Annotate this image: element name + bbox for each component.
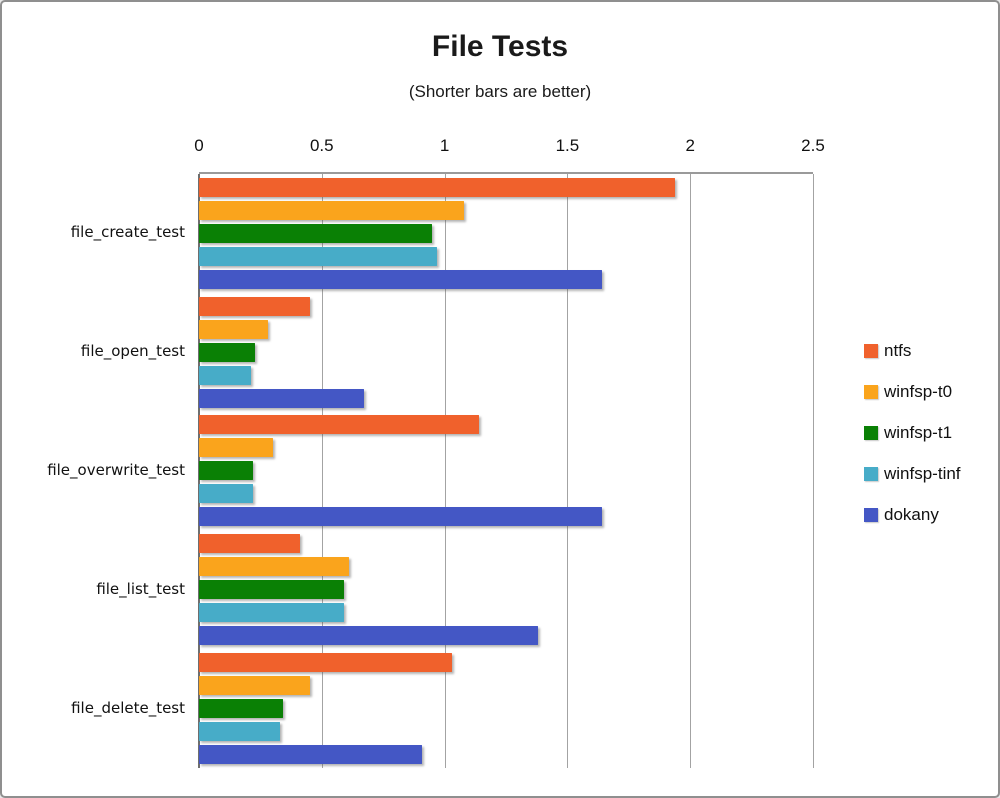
legend-label: winfsp-t0	[884, 382, 953, 401]
legend-item-winfsp-t1: winfsp-t1	[864, 423, 961, 442]
gridline	[444, 174, 446, 768]
legend-label: winfsp-tinf	[884, 464, 961, 483]
bar-winfsp-tinf	[199, 603, 344, 623]
bar-dokany	[199, 388, 364, 408]
bar-winfsp-t0	[199, 557, 349, 577]
bar-winfsp-t1	[199, 461, 254, 481]
bar-winfsp-t1	[199, 223, 433, 243]
gridline	[813, 174, 814, 768]
bar-group	[199, 412, 813, 531]
bar-winfsp-t0	[199, 438, 273, 458]
x-tick-label: 1.5	[555, 136, 580, 155]
bar-ntfs	[199, 534, 300, 554]
bar-group	[199, 293, 813, 412]
bar-winfsp-t0	[199, 319, 268, 339]
legend-swatch-icon	[864, 508, 878, 522]
legend-label: dokany	[884, 505, 939, 524]
category-label: file_overwrite_test	[47, 461, 185, 479]
legend-swatch-icon	[864, 467, 878, 481]
legend-swatch-icon	[864, 344, 878, 358]
gridline	[690, 174, 692, 768]
legend: ntfs winfsp-t0 winfsp-t1 winfsp-tinf dokany	[864, 341, 961, 547]
bar-winfsp-t1	[199, 580, 344, 600]
bar-winfsp-t0	[199, 200, 465, 220]
bar-winfsp-tinf	[199, 365, 251, 385]
x-axis-tick-row: 0 0.5 1 1.5 2 2.5	[194, 136, 825, 160]
legend-label: ntfs	[884, 341, 912, 360]
legend-item-ntfs: ntfs	[864, 341, 961, 360]
category-label: file_open_test	[80, 341, 185, 360]
bar-dokany	[199, 626, 538, 646]
bar-dokany	[199, 507, 602, 527]
legend-swatch-icon	[864, 426, 878, 440]
bar-group	[199, 174, 813, 293]
bar-winfsp-tinf	[199, 722, 281, 742]
legend-item-dokany: dokany	[864, 505, 961, 524]
bar-ntfs	[199, 653, 452, 673]
chart-title: File Tests	[431, 30, 569, 63]
bar-winfsp-t1	[199, 342, 256, 362]
x-tick-label: 2.5	[801, 136, 825, 155]
x-tick-label: 2	[685, 136, 695, 155]
bar-group	[199, 649, 813, 768]
category-axis: file_create_test file_open_test file_overw…	[2, 172, 185, 768]
bar-winfsp-t1	[199, 699, 283, 719]
bar-winfsp-t0	[199, 676, 310, 696]
bar-dokany	[199, 745, 423, 765]
chart-subtitle: (Shorter bars are better)	[408, 82, 592, 101]
gridline	[567, 174, 569, 768]
bar-groups-layer	[199, 174, 813, 768]
category-label: file_delete_test	[71, 699, 185, 718]
x-tick-label: 1	[439, 136, 450, 155]
legend-item-winfsp-t0: winfsp-t0	[864, 382, 961, 401]
bar-ntfs	[199, 415, 479, 435]
bar-ntfs	[199, 296, 310, 316]
legend-label: winfsp-t1	[884, 423, 953, 442]
category-label: file_create_test	[70, 222, 185, 241]
x-tick-label: 0	[194, 136, 204, 155]
category-label: file_list_test	[96, 580, 185, 599]
bar-dokany	[199, 269, 602, 289]
gridline	[321, 174, 323, 768]
bar-ntfs	[199, 177, 676, 197]
bar-group	[199, 530, 813, 649]
legend-swatch-icon	[864, 385, 878, 399]
x-tick-label: 0.5	[309, 136, 334, 155]
legend-item-winfsp-tinf: winfsp-tinf	[864, 464, 961, 483]
plot-area: 0 0.5 1 1.5 2 2.5	[194, 136, 825, 768]
bar-winfsp-tinf	[199, 246, 438, 266]
bar-winfsp-tinf	[199, 484, 254, 504]
